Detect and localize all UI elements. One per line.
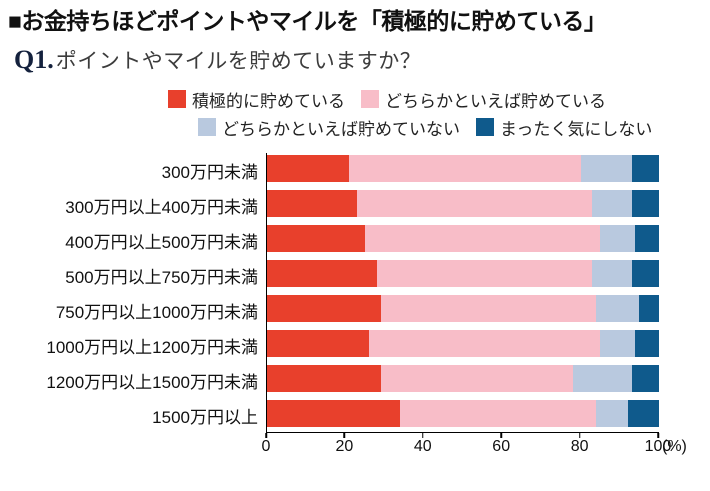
bar-segment [631,260,659,288]
bar-segment [267,155,350,183]
bar-segment [365,225,601,253]
bar-segment [639,295,659,323]
category-labels: 300万円未満 300万円以上400万円未満 400万円以上500万円未満 500万円… [0,153,266,433]
tick-mark [578,433,581,439]
legend-label: まったく気にしない [500,119,653,139]
legend-label: どちらかといえば貯めていない [222,119,460,139]
legend-item: まったく気にしない [476,115,652,140]
legend-swatch [198,118,216,137]
bar-segment [400,400,597,428]
category-label: 750万円以上1000万円未満 [55,303,258,323]
tick-mark [265,433,267,439]
bar-segment [635,225,659,253]
x-axis: 0 20 40 60 80 100 (%) [262,433,687,459]
category-label: 400万円以上500万円未満 [65,233,258,253]
bar-segment [631,155,659,183]
bar-segment [600,330,636,358]
bar-segment [631,365,659,393]
bar-row [267,260,659,288]
bar-segment [267,330,369,358]
tick-label: 100 [644,438,672,456]
tick-label: 80 [570,438,589,456]
bar-row [267,400,659,428]
stacked-bar-chart: 300万円未満 300万円以上400万円未満 400万円以上500万円未満 500万円… [0,153,710,434]
bar-segment [267,295,381,323]
bar-segment [596,295,640,323]
bar-row [267,155,659,183]
page-title: ■お金持ちほどポイントやマイルを「積極的に貯めている」 [8,8,607,34]
bar-segment [596,400,628,428]
bar-segment [580,155,632,183]
legend-row-2: どちらかといえば貯めていない まったく気にしない [198,113,710,141]
bar-segment [627,400,659,428]
bar-row [267,365,659,393]
question-line: Q1. ポイントやマイルを貯めていますか？ [14,45,710,75]
legend-label: 積極的に貯めている [192,91,345,111]
question-text: ポイントやマイルを貯めていますか？ [55,50,422,74]
category-label: 500万円以上750万円未満 [65,268,258,288]
bar-segment [267,400,401,428]
tick-mark [657,433,659,439]
category-label: 1000万円以上1200万円未満 [46,338,258,358]
bar-segment [267,365,381,393]
legend-swatch [361,90,379,109]
bar-segment [380,365,573,393]
legend-swatch [168,90,186,109]
chart-legend: 積極的に貯めている どちらかといえば貯めている どちらかといえば貯めていない まった… [168,85,710,141]
tick-mark [422,433,424,439]
legend-item: どちらかといえば貯めていない [198,115,460,140]
tick-label: 20 [335,438,354,456]
tick-mark [343,433,346,439]
bar-segment [631,190,659,218]
tick-mark [500,433,502,439]
category-label: 1500万円以上 [152,408,258,428]
bar-segment [267,225,365,253]
tick-label: 60 [492,438,511,456]
tick-label: 40 [413,438,432,456]
tick-label: 0 [261,438,271,456]
bar-segment [572,365,632,393]
bar-segment [349,155,581,183]
bar-segment [267,260,377,288]
bar-row [267,190,659,218]
legend-swatch [476,118,494,137]
bar-segment [376,260,593,288]
category-label: 300万円以上400万円未満 [65,198,258,218]
bar-segment [592,260,632,288]
bar-row [267,225,659,253]
bar-segment [368,330,601,358]
bar-segment [357,190,593,218]
category-label: 300万円未満 [161,163,258,183]
bar-segment [267,190,358,218]
plot-area [266,153,659,434]
axis-unit-label: (%) [662,438,687,456]
bar-segment [635,330,659,358]
bar-segment [592,190,632,218]
bar-row [267,295,659,323]
legend-label: どちらかといえば貯めている [385,91,606,111]
legend-row-1: 積極的に貯めている どちらかといえば貯めている [168,85,710,113]
bar-segment [380,295,597,323]
legend-item: どちらかといえば貯めている [361,87,606,112]
question-number: Q1. [14,45,54,75]
legend-item: 積極的に貯めている [168,87,345,112]
category-label: 1200万円以上1500万円未満 [46,373,258,393]
bar-row [267,330,659,358]
bar-segment [600,225,636,253]
